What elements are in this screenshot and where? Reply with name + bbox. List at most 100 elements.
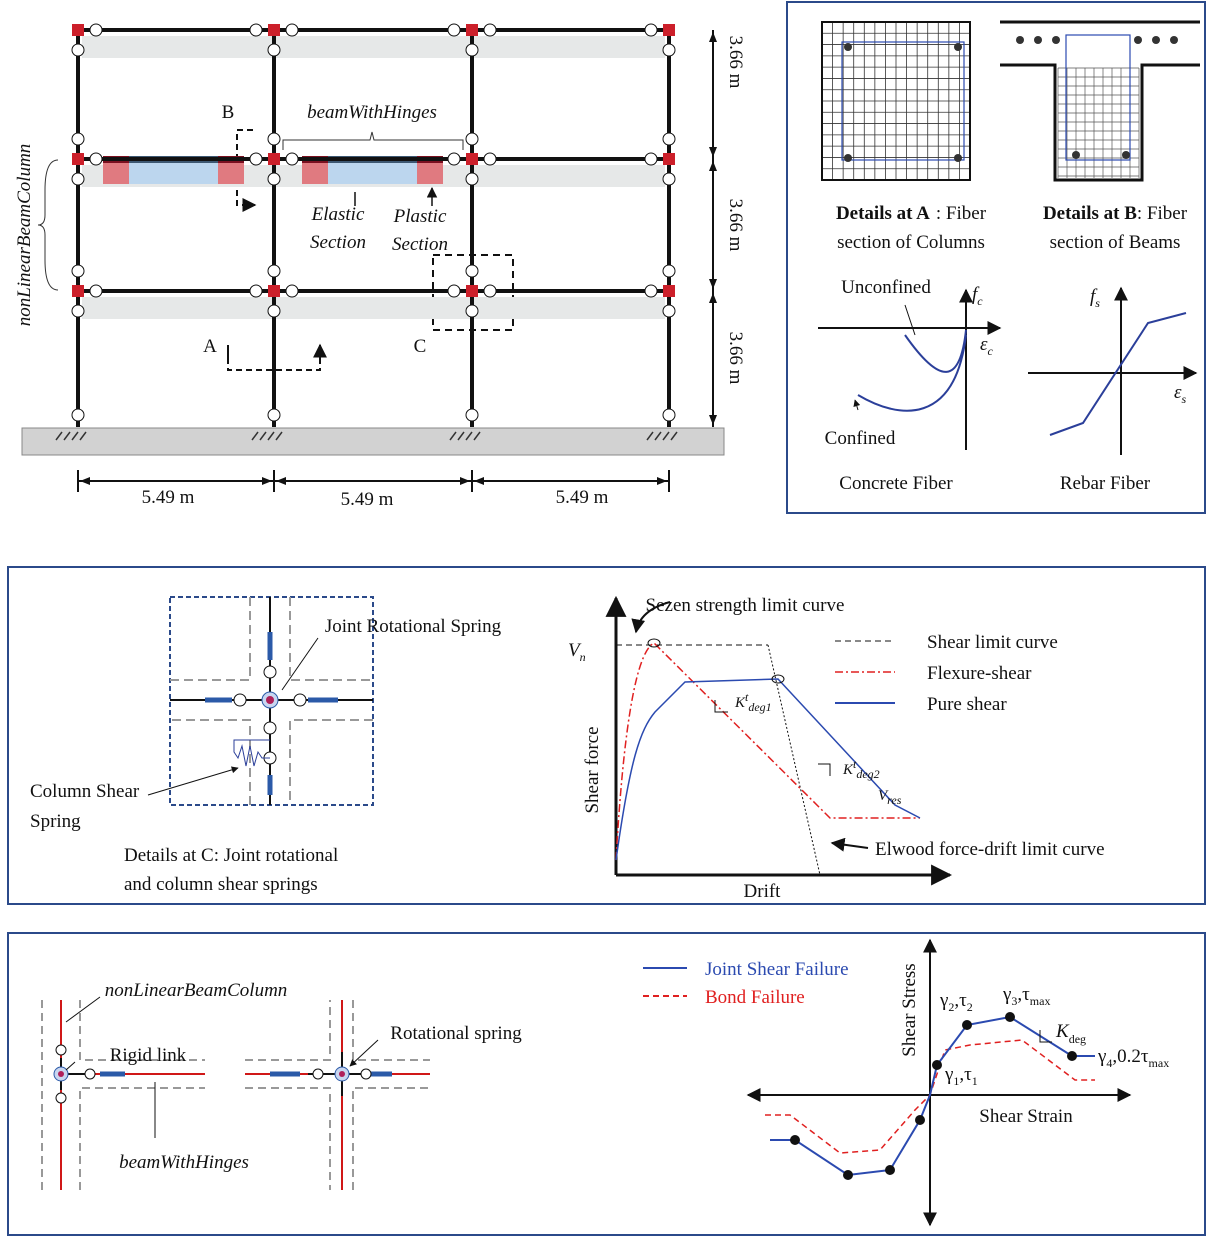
joint <box>466 153 478 165</box>
text: max <box>1030 994 1051 1008</box>
span-label: 5.49 m <box>142 487 195 508</box>
axis-label: fc <box>972 284 983 308</box>
node <box>72 265 84 277</box>
arrow <box>80 477 90 485</box>
joint <box>72 285 84 297</box>
node <box>448 24 460 36</box>
arrow <box>709 147 717 157</box>
x-axis-label: Shear Strain <box>979 1106 1073 1127</box>
caption: and column shear springs <box>124 874 318 895</box>
text: 1 <box>972 1074 978 1088</box>
node <box>56 1093 66 1103</box>
point <box>1067 1051 1077 1061</box>
flexure-shear-curve <box>616 643 920 860</box>
node <box>286 24 298 36</box>
text: ,τ <box>959 1064 972 1085</box>
text: 2 <box>967 1000 973 1014</box>
text: γ <box>944 1064 953 1085</box>
node <box>268 44 280 56</box>
node <box>268 409 280 421</box>
point-label: γ2,τ2 <box>939 990 973 1014</box>
k1-label: Ktdeg1 <box>734 690 772 714</box>
arrow <box>657 477 667 485</box>
text: s <box>1182 392 1187 406</box>
node <box>85 1069 95 1079</box>
height-label: 3.66 m <box>725 36 746 89</box>
sezen-label: Sezen strength limit curve <box>646 595 845 616</box>
arrow <box>709 415 717 425</box>
node <box>268 265 280 277</box>
arrows <box>66 997 378 1138</box>
node <box>361 1069 371 1079</box>
text: deg1 <box>748 700 771 714</box>
arrow <box>276 477 286 485</box>
joint <box>466 285 478 297</box>
rebar <box>1052 36 1060 44</box>
panel-border <box>8 933 1205 1235</box>
node <box>484 153 496 165</box>
section-outline <box>1000 22 1200 180</box>
point <box>932 1060 942 1070</box>
beam-label: beamWithHinges <box>307 102 437 123</box>
text: Details at B <box>1043 203 1137 224</box>
hinge <box>205 632 338 795</box>
arrow <box>709 161 717 171</box>
rebar <box>1016 36 1024 44</box>
point <box>843 1170 853 1180</box>
node <box>264 666 276 678</box>
joint <box>72 153 84 165</box>
column-label: nonLinearBeamColumn <box>105 980 288 1001</box>
caption: Details at C: Joint rotational <box>124 845 338 866</box>
shear-spring <box>234 740 270 766</box>
rebar <box>1072 151 1080 159</box>
node <box>250 153 262 165</box>
point-label: γ1,τ1 <box>944 1064 978 1088</box>
node <box>72 133 84 145</box>
confined-curve <box>858 335 966 411</box>
plastic-label: Plastic <box>393 206 447 227</box>
node <box>294 694 306 706</box>
point <box>790 1135 800 1145</box>
node <box>466 173 478 185</box>
ground <box>22 428 724 455</box>
node <box>448 285 460 297</box>
text: max <box>1149 1056 1170 1070</box>
plastic-zone <box>417 163 443 184</box>
node <box>72 305 84 317</box>
node <box>313 1069 323 1079</box>
x-axis-label: Drift <box>744 881 782 902</box>
text: ,0.2τ <box>1112 1046 1149 1067</box>
text: γ <box>1002 984 1011 1005</box>
text: deg2 <box>856 767 879 781</box>
brace <box>283 132 463 150</box>
plastic-zone <box>302 163 328 184</box>
kdeg-label: Kdeg <box>1055 1021 1086 1046</box>
node <box>90 285 102 297</box>
text: ,τ <box>1017 984 1030 1005</box>
point <box>1005 1012 1015 1022</box>
rebar <box>1152 36 1160 44</box>
node <box>72 44 84 56</box>
y-axis-label: Shear Stress <box>899 963 920 1056</box>
node <box>645 153 657 165</box>
node <box>56 1045 66 1055</box>
node <box>72 409 84 421</box>
legend-label: Bond Failure <box>705 987 805 1008</box>
rebar <box>844 154 852 162</box>
text: res <box>887 793 902 807</box>
node <box>466 409 478 421</box>
joint <box>72 24 84 36</box>
point <box>962 1020 972 1030</box>
text: γ <box>939 990 948 1011</box>
point <box>915 1115 925 1125</box>
detail-a-title: Details at A: Fiber <box>836 203 987 224</box>
joint <box>268 24 280 36</box>
text: s <box>1095 296 1100 310</box>
arrow <box>709 279 717 289</box>
beam-label: beamWithHinges <box>119 1152 249 1173</box>
span-label: 5.49 m <box>341 489 394 510</box>
elwood-label: Elwood force-drift limit curve <box>875 839 1105 860</box>
arrow <box>460 477 470 485</box>
legend-label: Pure shear <box>927 694 1007 715</box>
joint <box>339 1071 345 1077</box>
